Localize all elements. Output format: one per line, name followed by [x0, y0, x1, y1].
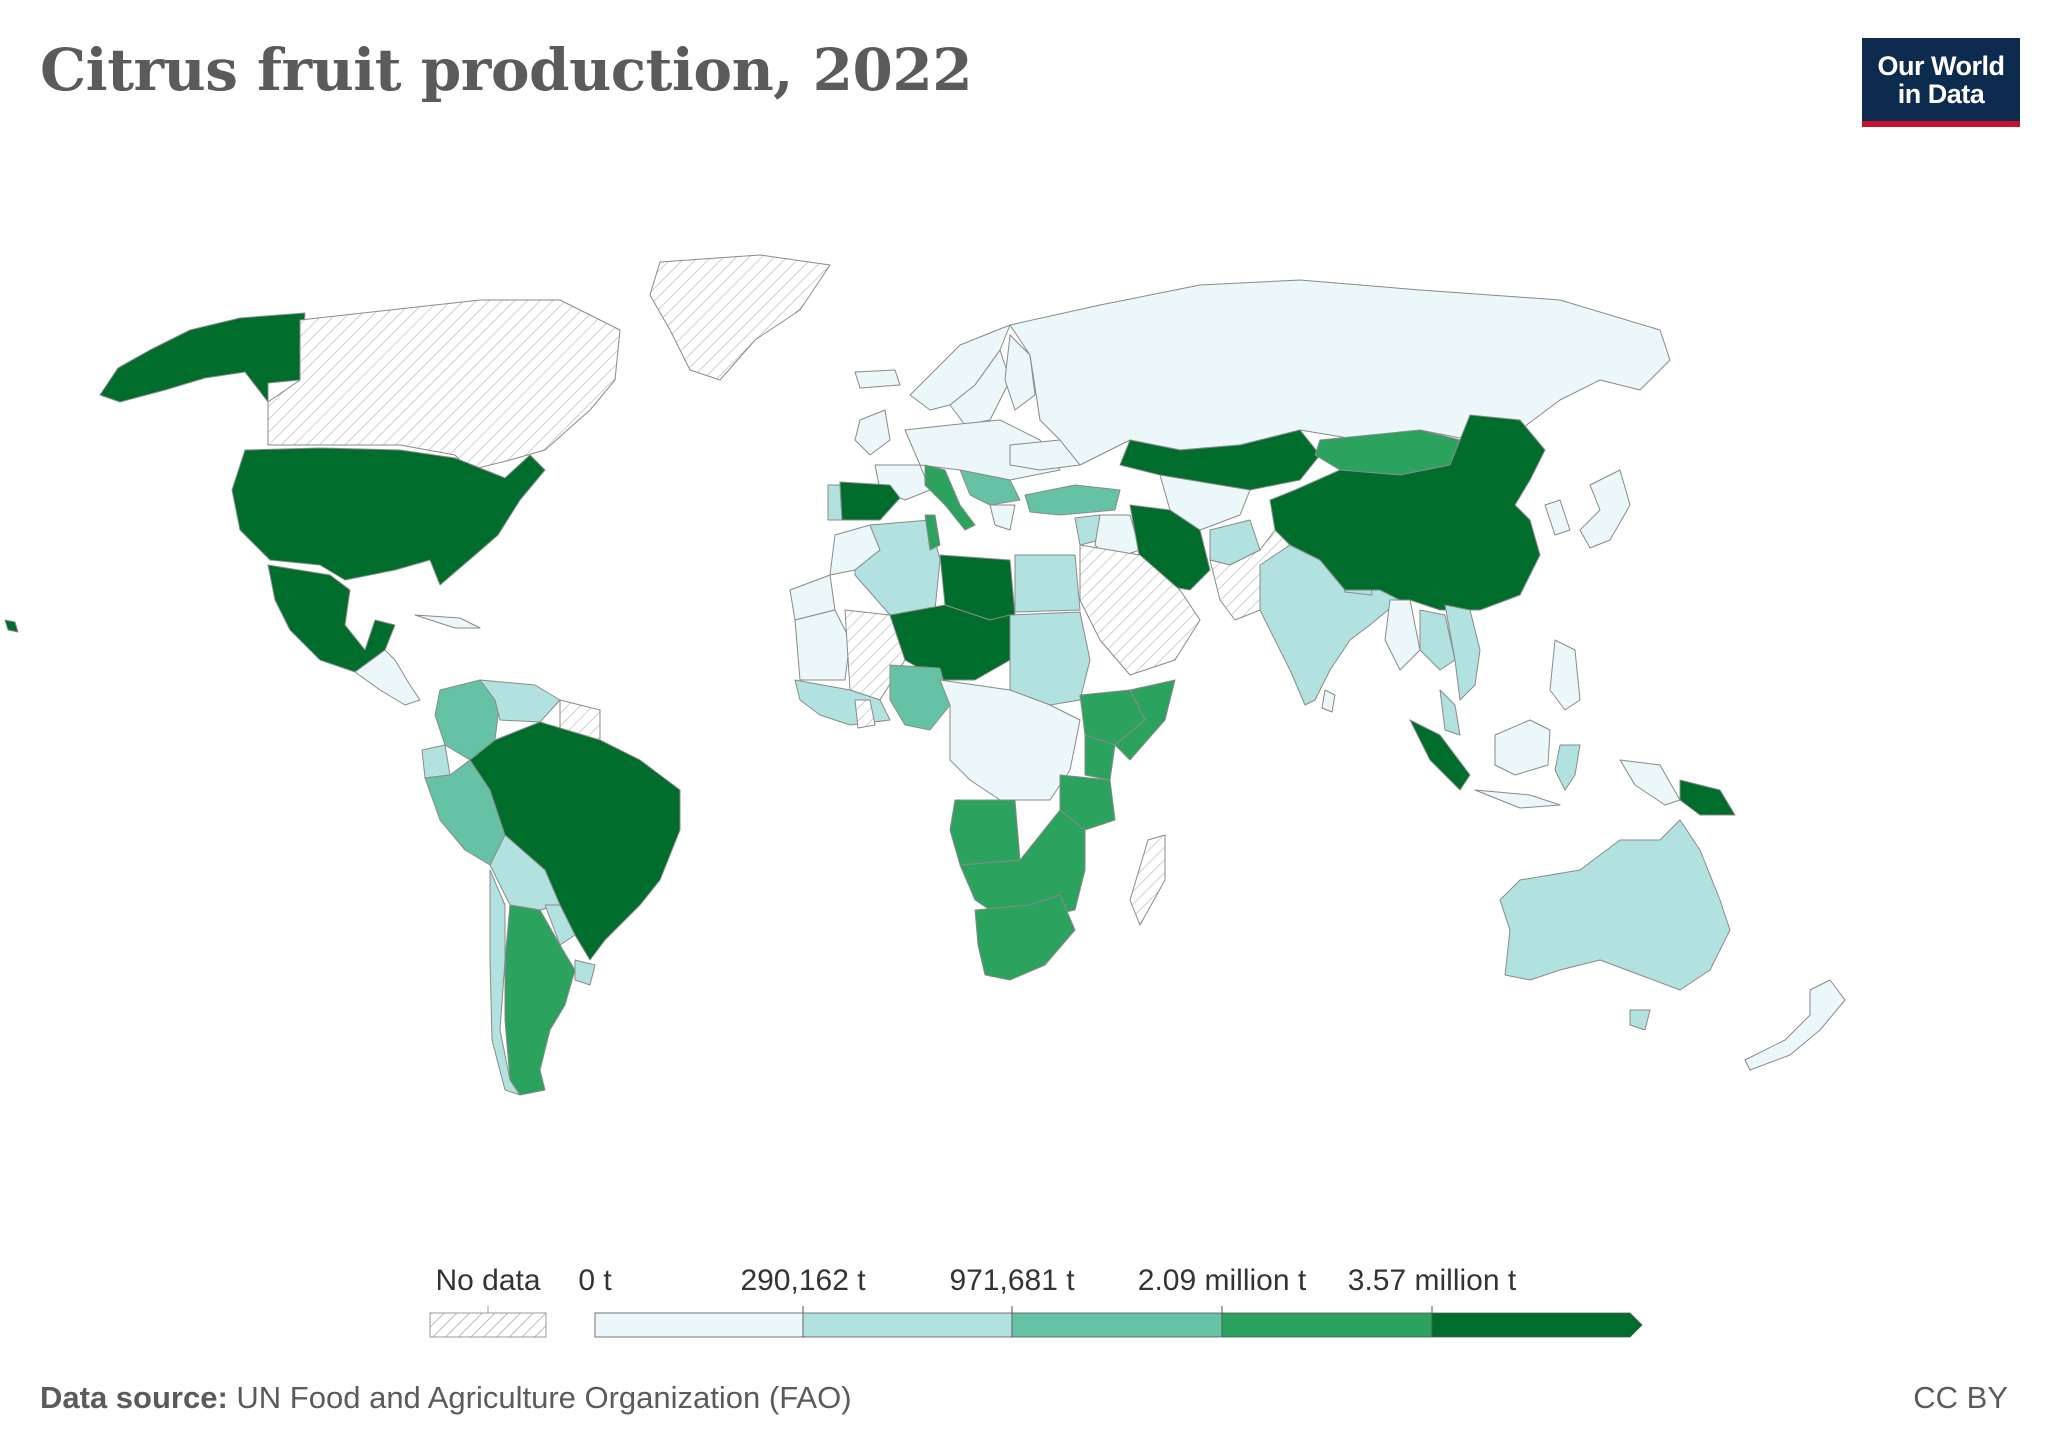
region-spain[interactable]	[839, 481, 901, 521]
region-argentina[interactable]	[504, 904, 576, 1096]
region-brazil[interactable]	[469, 721, 681, 961]
region-saudi-arabia[interactable]	[1079, 544, 1201, 676]
region-ukraine[interactable]	[1009, 439, 1081, 471]
region-java[interactable]	[1474, 789, 1561, 809]
region-cuba[interactable]	[414, 614, 481, 629]
region-central-africa[interactable]	[939, 679, 1081, 801]
region-sumatra[interactable]	[1409, 719, 1471, 791]
region-turkey[interactable]	[1024, 484, 1121, 516]
region-tasmania[interactable]	[1629, 1009, 1651, 1031]
world-map	[4, 254, 1846, 1096]
region-paraguay[interactable]	[544, 904, 576, 946]
region-tanzania[interactable]	[1059, 774, 1116, 831]
region-finland[interactable]	[1004, 334, 1036, 411]
legend-bin-4[interactable]	[1431, 1312, 1643, 1338]
region-thailand[interactable]	[1419, 609, 1456, 671]
region-ghana[interactable]	[854, 699, 876, 729]
chart-title: Citrus fruit production, 2022	[40, 36, 973, 104]
legend-threshold-2: 971,681 t	[949, 1264, 1075, 1297]
region-png[interactable]	[1679, 779, 1736, 816]
owid-logo[interactable]: Our World in Data	[1862, 38, 2020, 127]
region-portugal[interactable]	[827, 484, 843, 521]
region-sulawesi[interactable]	[1554, 744, 1581, 791]
region-new-zealand[interactable]	[1744, 979, 1846, 1071]
region-central-asia[interactable]	[1159, 474, 1251, 531]
logo-line-2: in Data	[1897, 78, 1985, 109]
region-central-america[interactable]	[354, 649, 421, 706]
data-source-text[interactable]: UN Food and Agriculture Organization (FA…	[236, 1380, 852, 1415]
region-balkans[interactable]	[959, 469, 1021, 506]
region-korea[interactable]	[1544, 499, 1571, 536]
region-greenland[interactable]	[649, 254, 831, 381]
region-greece[interactable]	[989, 504, 1016, 531]
region-ecuador[interactable]	[421, 744, 451, 779]
logo-line-1: Our World	[1877, 50, 2006, 81]
region-mexico[interactable]	[267, 564, 396, 673]
map-legend: No data 0 t 290,162 t 971,681 t 2.09 mil…	[429, 1264, 1643, 1338]
legend-no-data-swatch	[429, 1312, 547, 1338]
region-nigeria[interactable]	[889, 664, 951, 731]
region-philippines[interactable]	[1549, 639, 1581, 711]
region-vietnam[interactable]	[1444, 604, 1481, 701]
region-southern-africa[interactable]	[959, 809, 1086, 921]
license-link[interactable]: CC BY	[1913, 1380, 2008, 1415]
region-kazakhstan[interactable]	[1119, 429, 1321, 491]
region-tunisia[interactable]	[924, 514, 941, 551]
region-usa[interactable]	[231, 447, 546, 586]
legend-no-data-label: No data	[435, 1264, 540, 1297]
legend-threshold-3: 2.09 million t	[1138, 1264, 1307, 1297]
legend-threshold-1: 290,162 t	[740, 1264, 866, 1297]
legend-bin-1[interactable]	[802, 1312, 1013, 1338]
region-malaysia[interactable]	[1439, 689, 1461, 736]
region-japan[interactable]	[1579, 469, 1631, 549]
data-source-label: Data source:	[40, 1380, 228, 1415]
region-russia[interactable]	[1009, 279, 1671, 466]
region-uruguay[interactable]	[574, 959, 596, 986]
legend-bin-0[interactable]	[594, 1312, 804, 1338]
region-canada[interactable]	[267, 299, 621, 471]
region-myanmar[interactable]	[1384, 599, 1421, 671]
region-somalia[interactable]	[1114, 679, 1176, 761]
region-australia[interactable]	[1499, 819, 1731, 991]
region-sudan[interactable]	[1009, 611, 1091, 706]
region-uk[interactable]	[854, 409, 891, 456]
region-south-africa[interactable]	[974, 894, 1076, 981]
region-west-new-guinea[interactable]	[1619, 759, 1681, 806]
region-borneo[interactable]	[1494, 719, 1551, 776]
region-angola[interactable]	[949, 799, 1021, 866]
region-china[interactable]	[1269, 414, 1546, 611]
region-hawaii[interactable]	[4, 619, 19, 633]
region-italy[interactable]	[924, 464, 976, 531]
legend-bin-3[interactable]	[1221, 1312, 1433, 1338]
region-iceland[interactable]	[854, 369, 901, 389]
region-alaska[interactable]	[99, 312, 306, 403]
legend-threshold-0: 0 t	[578, 1264, 612, 1297]
region-mauritania[interactable]	[794, 609, 851, 681]
legend-threshold-4: 3.57 million t	[1348, 1264, 1517, 1297]
data-source: Data source: UN Food and Agriculture Org…	[40, 1380, 852, 1416]
region-sri-lanka[interactable]	[1321, 689, 1336, 713]
legend-bin-2[interactable]	[1011, 1312, 1223, 1338]
region-madagascar[interactable]	[1129, 834, 1166, 926]
region-egypt[interactable]	[1014, 554, 1081, 613]
